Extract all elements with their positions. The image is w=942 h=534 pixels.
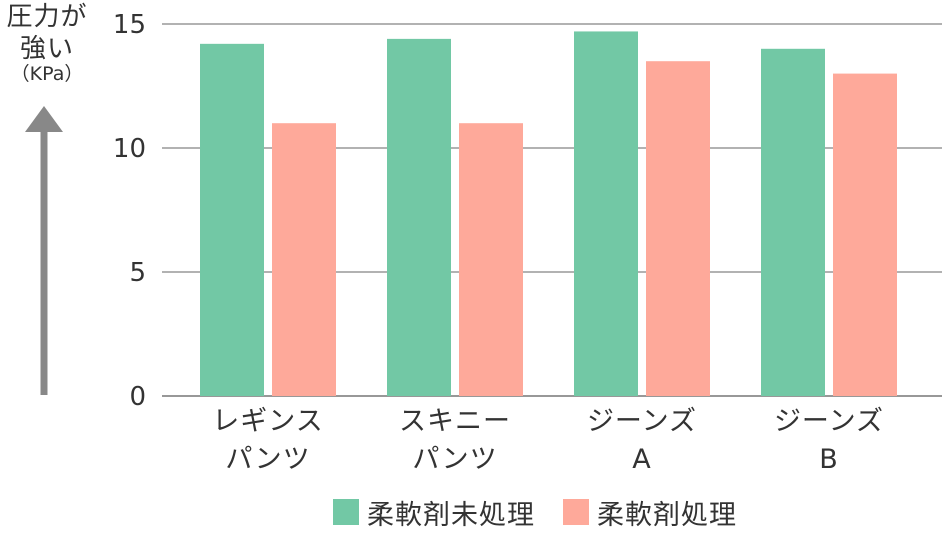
x-category-label: A bbox=[632, 444, 651, 475]
x-category-label: ジーンズ bbox=[587, 406, 697, 437]
y-tick-labels: 0 5 10 15 bbox=[113, 10, 146, 412]
legend-swatch bbox=[563, 499, 589, 525]
x-category-label: B bbox=[819, 444, 839, 475]
x-category-label: パンツ bbox=[412, 444, 497, 475]
legend-label: 柔軟剤未処理 bbox=[367, 499, 535, 531]
bar bbox=[646, 61, 710, 396]
bar bbox=[272, 123, 336, 396]
bar bbox=[459, 123, 523, 396]
legend-swatch bbox=[333, 499, 359, 525]
x-category-label: パンツ bbox=[225, 444, 310, 475]
bars bbox=[200, 31, 897, 397]
y-axis-arrow bbox=[25, 106, 63, 395]
y-tick-label: 0 bbox=[129, 382, 146, 412]
bar bbox=[200, 43, 264, 397]
y-tick-label: 15 bbox=[113, 10, 146, 40]
legend-item: 柔軟剤未処理 bbox=[333, 493, 535, 532]
x-category-label: レギンス bbox=[212, 406, 323, 437]
y-axis-unit: （KPa） bbox=[10, 63, 84, 86]
x-category-label: スキニー bbox=[399, 406, 511, 437]
y-axis-label-line2: 強い bbox=[19, 33, 74, 64]
y-tick-label: 10 bbox=[113, 134, 146, 164]
y-tick-label: 5 bbox=[129, 258, 146, 288]
bar bbox=[761, 48, 825, 397]
y-axis-label-line1: 圧力が bbox=[6, 2, 88, 32]
legend: 柔軟剤未処理 柔軟剤処理 bbox=[333, 493, 765, 532]
y-axis-arrow-head bbox=[25, 106, 63, 132]
legend-label: 柔軟剤処理 bbox=[597, 499, 737, 531]
y-axis-label: 圧力が 強い （KPa） bbox=[0, 2, 94, 87]
bar bbox=[574, 31, 638, 396]
bar bbox=[387, 38, 451, 396]
legend-item: 柔軟剤処理 bbox=[563, 493, 737, 532]
x-category-label: ジーンズ bbox=[774, 406, 884, 437]
bar bbox=[833, 73, 897, 396]
